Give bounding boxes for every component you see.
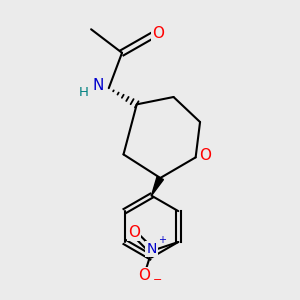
Text: H: H [79, 86, 89, 99]
Text: +: + [158, 235, 166, 244]
Text: O: O [152, 26, 164, 41]
Polygon shape [152, 176, 164, 196]
Text: −: − [153, 274, 162, 285]
Text: O: O [128, 225, 140, 240]
Text: O: O [199, 148, 211, 164]
Text: O: O [138, 268, 150, 284]
Text: N: N [93, 78, 104, 93]
Text: N: N [147, 242, 157, 256]
